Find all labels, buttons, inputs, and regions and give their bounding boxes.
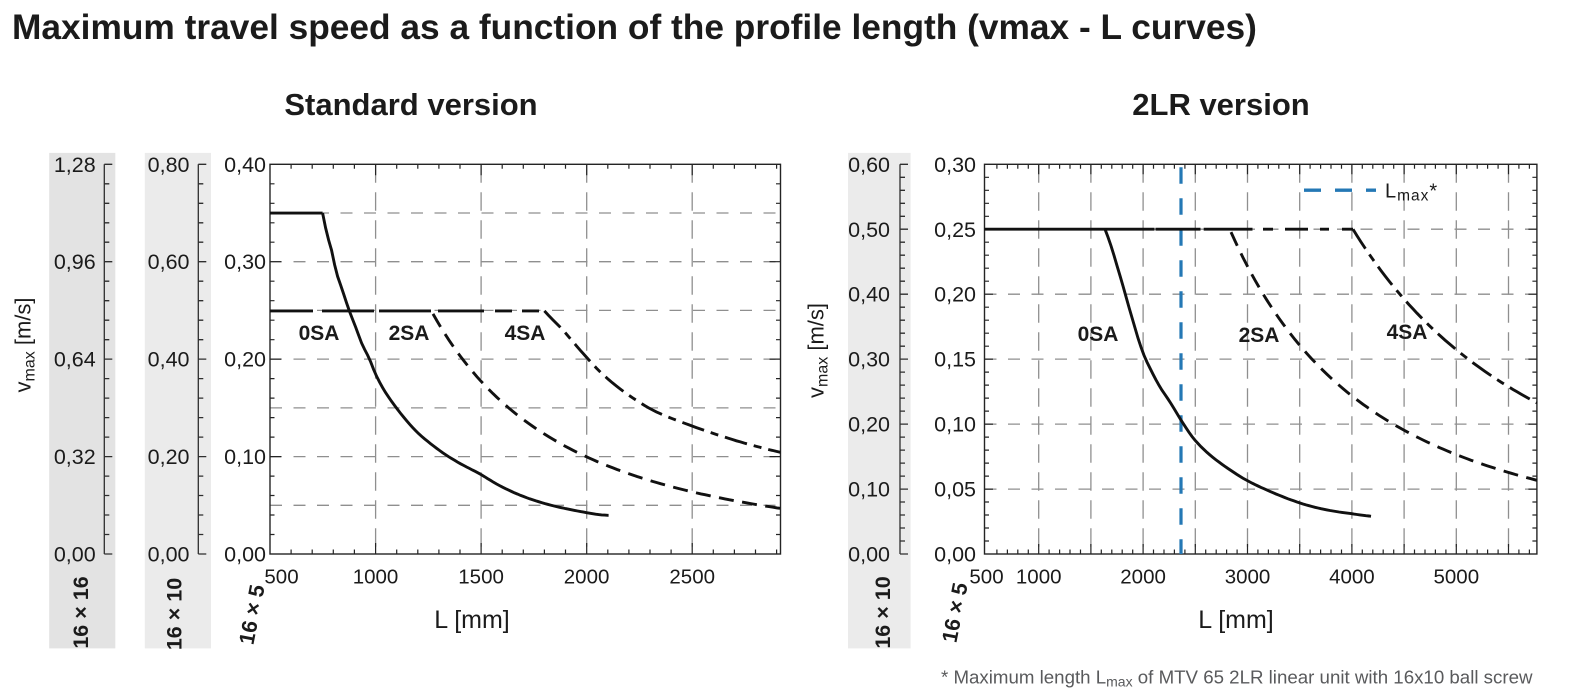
svg-text:0,10: 0,10: [934, 413, 976, 437]
svg-text:2000: 2000: [1120, 566, 1166, 589]
svg-text:2000: 2000: [564, 566, 610, 589]
svg-text:0,40: 0,40: [224, 153, 266, 177]
svg-text:0,30: 0,30: [224, 250, 266, 274]
svg-text:2SA: 2SA: [1239, 324, 1280, 347]
svg-text:0,60: 0,60: [148, 250, 190, 274]
svg-text:0,00: 0,00: [148, 543, 190, 567]
svg-text:0,00: 0,00: [934, 543, 976, 567]
svg-text:0,20: 0,20: [148, 445, 190, 469]
svg-text:1,28: 1,28: [54, 153, 96, 177]
svg-text:500: 500: [264, 566, 298, 589]
svg-text:16 × 16: 16 × 16: [69, 576, 93, 648]
svg-text:vmax [m/s]: vmax [m/s]: [804, 303, 832, 398]
svg-text:0,80: 0,80: [148, 153, 190, 177]
svg-text:0,30: 0,30: [848, 348, 890, 372]
svg-text:4SA: 4SA: [505, 322, 546, 345]
svg-text:4000: 4000: [1329, 566, 1375, 589]
svg-text:0,32: 0,32: [54, 445, 96, 469]
svg-text:2500: 2500: [669, 566, 715, 589]
svg-text:0,15: 0,15: [934, 348, 976, 372]
svg-text:16 × 10: 16 × 10: [163, 578, 187, 650]
svg-text:0,25: 0,25: [934, 218, 976, 242]
svg-text:3000: 3000: [1225, 566, 1271, 589]
svg-text:Maximum travel speed as a func: Maximum travel speed as a function of th…: [12, 8, 1257, 47]
svg-text:Standard version: Standard version: [284, 87, 537, 122]
svg-text:16 × 10: 16 × 10: [871, 576, 895, 648]
svg-text:* Maximum length Lmax of MTV 6: * Maximum length Lmax of MTV 65 2LR line…: [941, 667, 1533, 690]
svg-text:2SA: 2SA: [389, 322, 430, 345]
svg-text:0,20: 0,20: [224, 348, 266, 372]
svg-text:1000: 1000: [353, 566, 399, 589]
svg-text:1000: 1000: [1016, 566, 1062, 589]
svg-text:0,00: 0,00: [224, 543, 266, 567]
svg-text:0SA: 0SA: [1078, 323, 1119, 346]
svg-text:0SA: 0SA: [299, 322, 340, 345]
svg-text:5000: 5000: [1433, 566, 1479, 589]
svg-text:vmax [m/s]: vmax [m/s]: [11, 297, 39, 392]
svg-text:0,05: 0,05: [934, 478, 976, 502]
svg-text:500: 500: [969, 566, 1003, 589]
svg-text:0,10: 0,10: [224, 445, 266, 469]
svg-text:1500: 1500: [458, 566, 504, 589]
svg-text:2LR version: 2LR version: [1132, 87, 1309, 122]
svg-text:0,40: 0,40: [848, 283, 890, 307]
svg-text:0,00: 0,00: [848, 543, 890, 567]
svg-text:0,64: 0,64: [54, 348, 96, 372]
svg-text:4SA: 4SA: [1387, 321, 1428, 344]
svg-text:0,20: 0,20: [934, 283, 976, 307]
svg-text:L [mm]: L [mm]: [1198, 606, 1273, 634]
svg-text:0,20: 0,20: [848, 413, 890, 437]
svg-text:0,10: 0,10: [848, 478, 890, 502]
svg-text:0,60: 0,60: [848, 153, 890, 177]
svg-text:L [mm]: L [mm]: [434, 606, 509, 634]
svg-text:0,00: 0,00: [54, 543, 96, 567]
svg-text:0,96: 0,96: [54, 250, 96, 274]
svg-text:0,50: 0,50: [848, 218, 890, 242]
svg-text:0,30: 0,30: [934, 153, 976, 177]
svg-text:0,40: 0,40: [148, 348, 190, 372]
